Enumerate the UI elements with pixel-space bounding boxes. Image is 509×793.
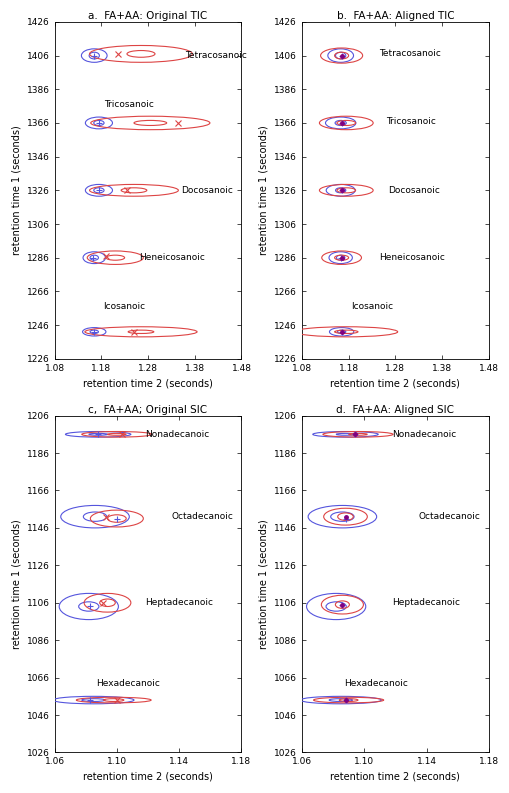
Text: Nonadecanoic: Nonadecanoic <box>391 430 456 439</box>
X-axis label: retention time 2 (seconds): retention time 2 (seconds) <box>83 378 213 388</box>
Text: Tricosanoic: Tricosanoic <box>385 117 435 126</box>
Y-axis label: retention time 1 (seconds): retention time 1 (seconds) <box>11 519 21 649</box>
Text: Docosanoic: Docosanoic <box>180 186 232 195</box>
Text: Nonadecanoic: Nonadecanoic <box>145 430 209 439</box>
Text: Tetracosanoic: Tetracosanoic <box>378 49 440 59</box>
Text: Heptadecanoic: Heptadecanoic <box>145 598 212 607</box>
Title: d.  FA+AA: Aligned SIC: d. FA+AA: Aligned SIC <box>336 405 454 415</box>
Text: Octadecanoic: Octadecanoic <box>418 512 479 521</box>
Text: Hexadecanoic: Hexadecanoic <box>343 679 407 688</box>
Y-axis label: retention time 1 (seconds): retention time 1 (seconds) <box>11 125 21 255</box>
X-axis label: retention time 2 (seconds): retention time 2 (seconds) <box>83 772 213 782</box>
X-axis label: retention time 2 (seconds): retention time 2 (seconds) <box>330 772 460 782</box>
Text: Hexadecanoic: Hexadecanoic <box>96 679 160 688</box>
Text: Icosanoic: Icosanoic <box>103 302 146 311</box>
Title: c,  FA+AA; Original SIC: c, FA+AA; Original SIC <box>88 405 207 415</box>
Title: a.  FA+AA: Original TIC: a. FA+AA: Original TIC <box>88 11 207 21</box>
Text: Heneicosanoic: Heneicosanoic <box>378 253 444 262</box>
Y-axis label: retention time 1 (seconds): retention time 1 (seconds) <box>258 519 268 649</box>
Text: Icosanoic: Icosanoic <box>350 302 392 311</box>
Text: Docosanoic: Docosanoic <box>387 186 439 195</box>
Text: Octadecanoic: Octadecanoic <box>171 512 233 521</box>
Text: Heptadecanoic: Heptadecanoic <box>391 598 459 607</box>
Text: Heneicosanoic: Heneicosanoic <box>138 253 204 262</box>
Text: Tetracosanoic: Tetracosanoic <box>185 51 247 60</box>
Title: b.  FA+AA: Aligned TIC: b. FA+AA: Aligned TIC <box>336 11 454 21</box>
X-axis label: retention time 2 (seconds): retention time 2 (seconds) <box>330 378 460 388</box>
Y-axis label: retention time 1 (seconds): retention time 1 (seconds) <box>258 125 268 255</box>
Text: Tricosanoic: Tricosanoic <box>103 100 153 109</box>
